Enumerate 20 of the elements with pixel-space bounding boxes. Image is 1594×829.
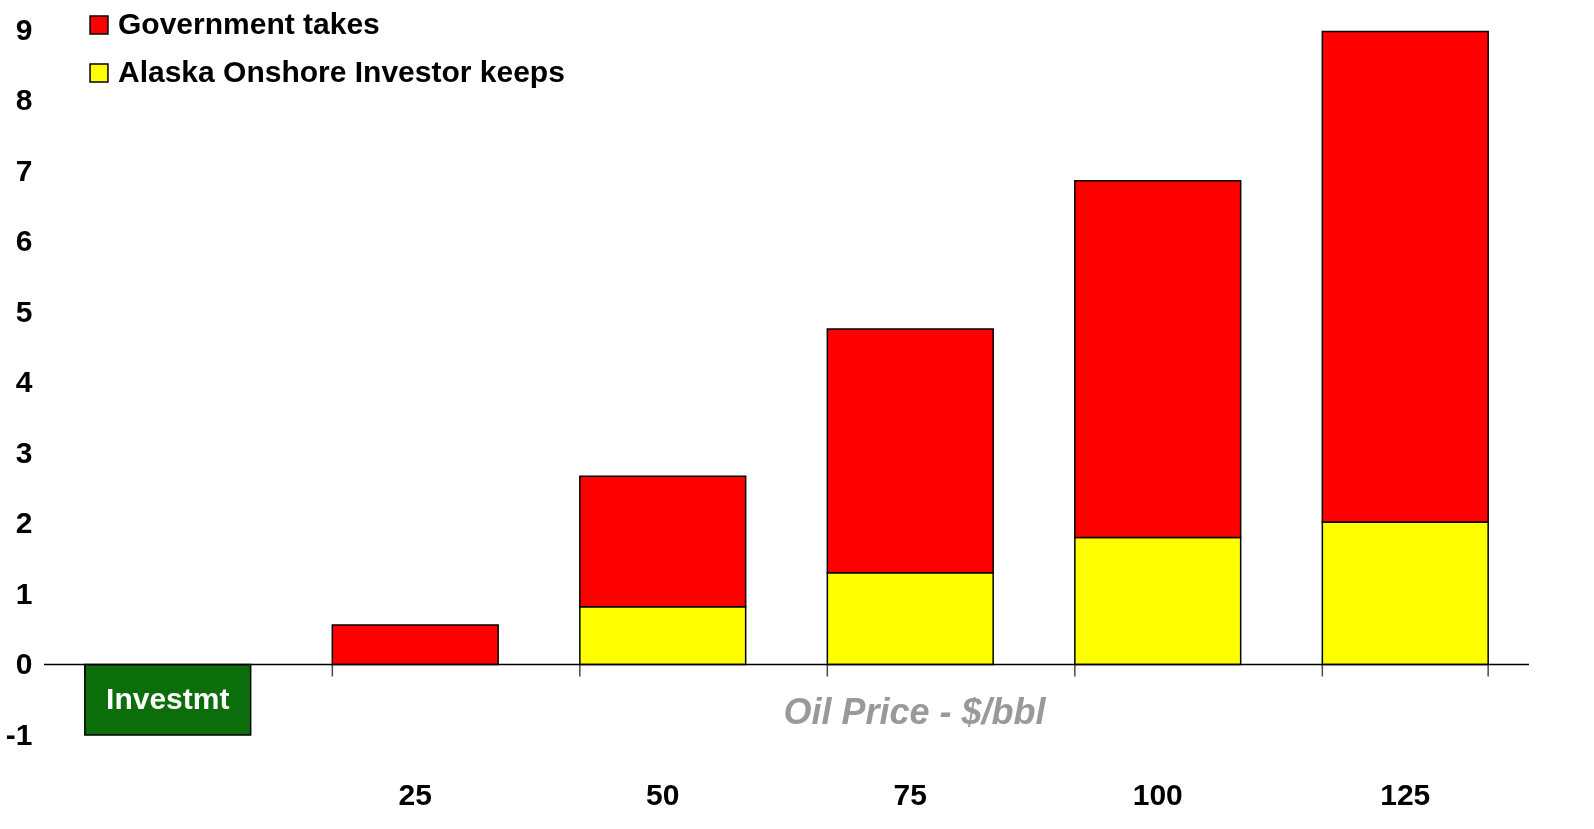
y-tick-label: -1 xyxy=(5,717,33,751)
y-tick-label: 3 xyxy=(15,435,33,469)
series-label: Investmt xyxy=(106,681,230,715)
y-tick-label: 2 xyxy=(15,506,33,539)
y-tick-label: 8 xyxy=(15,83,33,116)
legend-label: Government takes xyxy=(118,7,380,40)
y-tick-label: 1 xyxy=(15,576,33,610)
x-axis-title: Oil Price - $/bbl xyxy=(783,690,1047,732)
x-tick-label: 75 xyxy=(893,777,927,811)
y-tick-label: 7 xyxy=(15,153,33,187)
y-tick-label: 6 xyxy=(15,224,33,257)
y-tick-label: 5 xyxy=(15,294,33,328)
y-tick-label: 9 xyxy=(15,12,33,46)
x-tick-label: 125 xyxy=(1380,777,1431,811)
x-tick-label: 25 xyxy=(398,777,432,811)
x-tick-label: 50 xyxy=(646,777,680,811)
y-tick-label: 0 xyxy=(15,647,33,680)
legend-label: Alaska Onshore Investor keeps xyxy=(118,55,565,88)
x-tick-label: 100 xyxy=(1132,777,1183,811)
y-tick-label: 4 xyxy=(15,365,33,398)
